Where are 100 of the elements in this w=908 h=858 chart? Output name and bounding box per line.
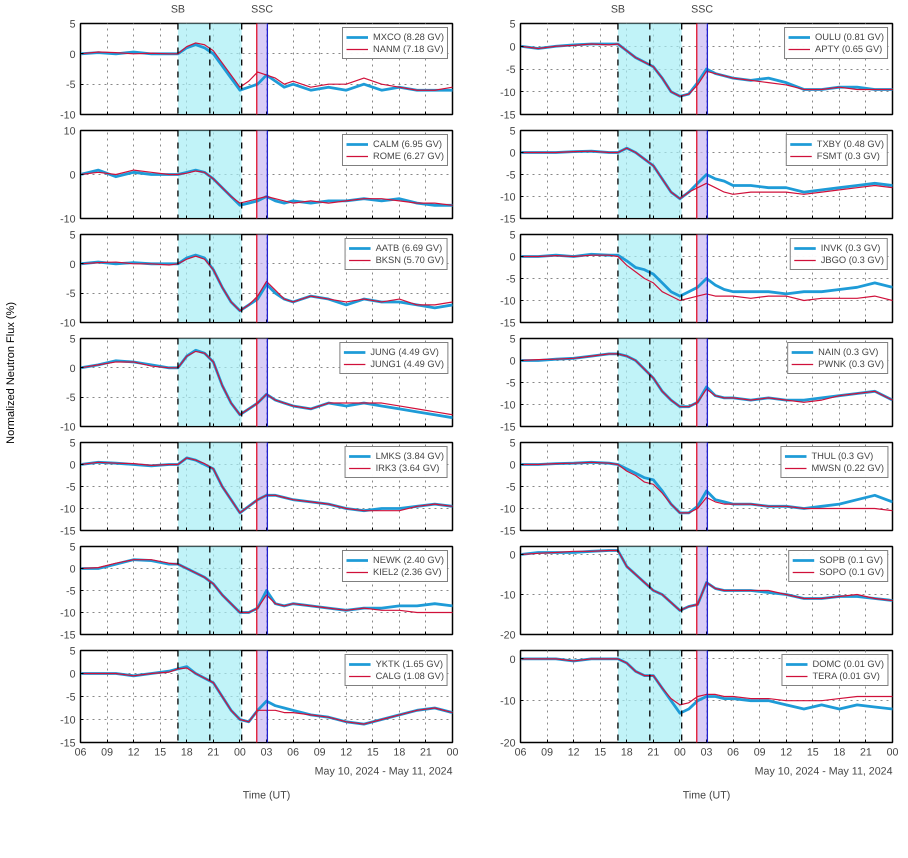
legend-label: SOPB (0.1 GV) xyxy=(819,554,883,566)
ref-line-label: SB xyxy=(610,4,626,16)
x-tick-label: 18 xyxy=(393,746,406,758)
y-tick-label: -10 xyxy=(60,318,76,330)
y-tick-label: -10 xyxy=(500,86,516,99)
legend-label: NEWK (2.40 GV) xyxy=(372,554,444,566)
band-label: SSC xyxy=(691,4,714,16)
y-tick-label: 0 xyxy=(70,48,76,61)
y-tick-label: -15 xyxy=(60,738,76,750)
y-tick-label: -10 xyxy=(60,608,76,620)
legend-label: THUL (0.3 GV) xyxy=(811,450,874,462)
y-tick-label: 0 xyxy=(70,170,76,182)
legend-label: IRK3 (3.64 GV) xyxy=(376,462,440,474)
x-tick-label: 09 xyxy=(541,746,554,758)
y-tick-label: 5 xyxy=(510,438,516,450)
text: May 10, 2024 - May 11, 2024 xyxy=(754,766,893,778)
x-tick-label: 09 xyxy=(101,746,114,758)
y-tick-label: -15 xyxy=(500,526,516,538)
y-tick-label: -15 xyxy=(500,422,516,434)
x-tick-label: 09 xyxy=(314,746,326,758)
y-tick-label: -15 xyxy=(60,630,76,642)
y-tick-label: -10 xyxy=(500,696,516,708)
legend-label: FSMT (0.3 GV) xyxy=(816,150,880,162)
y-tick-label: -5 xyxy=(506,378,516,390)
y-tick-label: 0 xyxy=(70,668,76,680)
y-tick-label: 0 xyxy=(70,564,76,576)
legend-label: BKSN (5.70 GV) xyxy=(376,254,444,266)
x-tick-label: 12 xyxy=(340,746,352,758)
y-tick-label: 0 xyxy=(510,550,516,562)
y-tick-label: 0 xyxy=(70,258,76,271)
x-tick-label: 15 xyxy=(594,746,606,758)
y-tick-label: -5 xyxy=(506,170,516,182)
y-tick-label: -10 xyxy=(60,110,76,122)
y-tick-label: -5 xyxy=(506,274,516,286)
y-tick-label: 10 xyxy=(64,126,76,138)
y-tick-label: -10 xyxy=(500,400,516,412)
legend-label: JBGO (0.3 GV) xyxy=(820,254,884,266)
y-tick-label: 5 xyxy=(510,334,516,346)
y-tick-label: 0 xyxy=(510,41,516,54)
x-tick-label: 15 xyxy=(366,746,379,758)
x-tick-label: 15 xyxy=(806,746,819,758)
x-tick-label: 15 xyxy=(154,746,166,758)
legend-label: CALM (6.95 GV) xyxy=(372,138,442,150)
legend-label: YKTK (1.65 GV) xyxy=(376,658,443,670)
y-tick-label: -15 xyxy=(500,318,516,330)
y-tick-label: -5 xyxy=(506,482,516,494)
legend-label: CALG (1.08 GV) xyxy=(376,670,444,682)
x-tick-label: 18 xyxy=(833,746,846,758)
legend-label: KIEL2 (2.36 GV) xyxy=(372,566,442,578)
x-tick-label: 00 xyxy=(886,746,898,758)
y-tick-label: 5 xyxy=(510,18,516,30)
x-axis-title: Time (UT) xyxy=(682,790,730,802)
x-tick-label: 06 xyxy=(514,746,526,758)
legend-label: PWNK (0.3 GV) xyxy=(818,358,884,370)
y-tick-label: -15 xyxy=(500,110,516,122)
x-tick-label: 12 xyxy=(568,746,580,758)
y-tick-label: -10 xyxy=(500,192,516,204)
legend-label: TXBY (0.48 GV) xyxy=(816,138,884,150)
legend-label: AATB (6.69 GV) xyxy=(376,242,442,254)
legend-label: SOPO (0.1 GV) xyxy=(819,566,884,578)
ref-line-label: SB xyxy=(170,4,186,16)
y-tick-label: 0 xyxy=(510,356,516,368)
y-tick-label: 0 xyxy=(510,460,516,472)
x-tick-label: 06 xyxy=(74,746,86,758)
x-tick-label: 03 xyxy=(700,746,712,758)
x-tick-label: 21 xyxy=(860,746,872,758)
y-tick-label: -5 xyxy=(506,64,516,76)
y-tick-label: -5 xyxy=(66,392,76,404)
legend-label: TERA (0.01 GV) xyxy=(812,670,880,682)
y-tick-label: 0 xyxy=(510,252,516,264)
y-tick-label: -10 xyxy=(500,590,516,602)
x-tick-label: 12 xyxy=(780,746,792,758)
x-tick-label: 21 xyxy=(647,746,660,758)
y-tick-label: -5 xyxy=(66,586,76,598)
y-tick-label: -10 xyxy=(60,422,76,434)
legend-label: APTY (0.65 GV) xyxy=(815,43,882,55)
y-tick-label: 0 xyxy=(70,460,76,472)
y-tick-label: 5 xyxy=(510,230,516,242)
legend-label: LMKS (3.84 GV) xyxy=(376,450,444,462)
y-tick-label: 5 xyxy=(70,646,76,658)
x-tick-label: 18 xyxy=(180,746,193,758)
y-tick-label: 0 xyxy=(70,362,76,375)
y-tick-label: -5 xyxy=(66,288,76,300)
x-tick-label: 21 xyxy=(420,746,432,758)
legend-label: NAIN (0.3 GV) xyxy=(818,346,878,358)
y-tick-label: -10 xyxy=(500,504,516,516)
band-label: SSC xyxy=(251,4,274,16)
y-tick-label: 5 xyxy=(70,18,76,30)
y-tick-label: -10 xyxy=(500,296,516,308)
legend-label: JUNG1 (4.49 GV) xyxy=(370,358,444,370)
y-tick-label: 0 xyxy=(510,148,516,160)
x-axis-title: Time (UT) xyxy=(242,790,290,802)
y-tick-label: -10 xyxy=(60,504,76,516)
y-tick-label: -10 xyxy=(60,214,76,226)
y-tick-label: 5 xyxy=(70,334,76,346)
y-tick-label: -5 xyxy=(66,692,76,704)
x-tick-label: 12 xyxy=(128,746,140,758)
x-tick-label: 03 xyxy=(260,746,272,758)
y-tick-label: 5 xyxy=(510,126,516,138)
x-tick-label: 09 xyxy=(754,746,766,758)
